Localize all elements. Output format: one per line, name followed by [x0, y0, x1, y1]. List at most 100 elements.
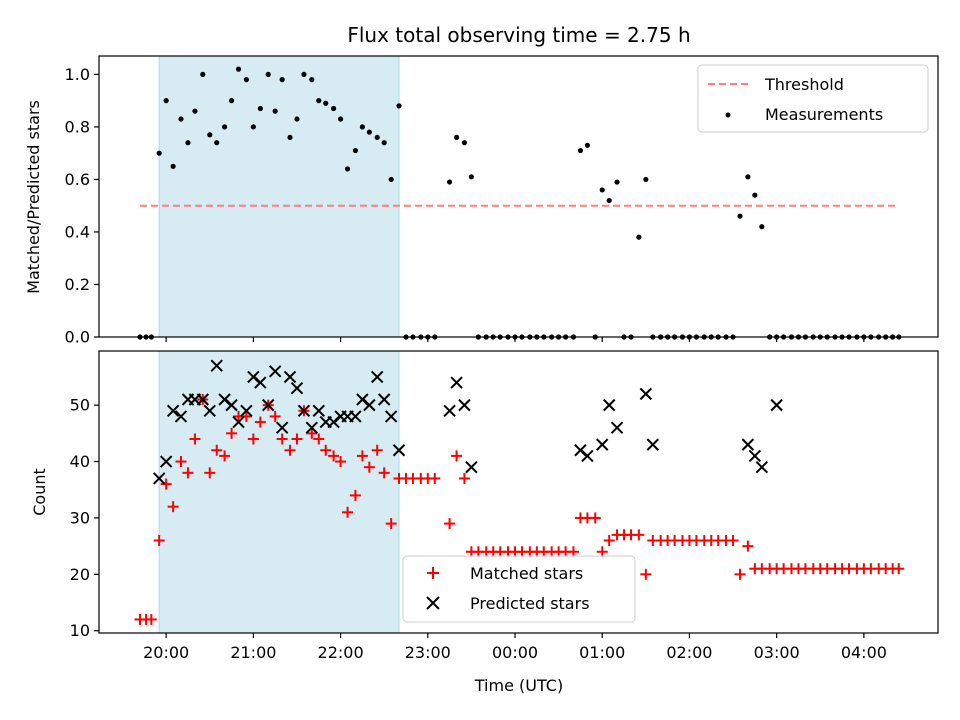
matched-star-point — [276, 433, 288, 445]
y-tick-label: 0.2 — [65, 275, 90, 294]
matched-star-point — [328, 450, 340, 462]
predicted-star-point — [275, 421, 289, 434]
x-tick-label: 00:00 — [492, 643, 538, 662]
measurement-point — [331, 105, 337, 112]
measurement-point — [453, 134, 460, 141]
predicted-star-point — [646, 438, 660, 451]
matched-star-point — [175, 456, 187, 468]
predicted-star-point — [443, 404, 456, 417]
measurements-legend-swatch — [725, 112, 731, 118]
measurement-point — [388, 176, 394, 183]
bottom-legend-box — [402, 555, 636, 623]
matched-star-point — [633, 529, 645, 541]
matched-star-point — [356, 450, 368, 462]
predicted-star-point — [174, 410, 188, 423]
measurement-point — [577, 147, 584, 154]
measurement-point — [265, 71, 271, 77]
predicted-star-point — [305, 421, 319, 434]
x-tick-label: 01:00 — [579, 643, 625, 662]
predicted-star-point — [159, 455, 173, 468]
top-legend: Threshold Measurements — [697, 64, 929, 133]
matched-stars-legend-label: Matched stars — [470, 564, 583, 583]
measurement-point — [287, 134, 293, 141]
x-tick-label: 03:00 — [754, 643, 800, 662]
predicted-star-point — [268, 365, 282, 378]
matched-star-point — [240, 410, 252, 422]
predicted-stars-points — [152, 359, 783, 485]
measurement-point — [257, 105, 263, 112]
measurement-point — [170, 163, 176, 169]
predicted-star-point — [770, 398, 783, 412]
bottom-axes-frame — [98, 350, 939, 634]
predicted-star-point — [581, 449, 594, 463]
predicted-star-point — [610, 421, 624, 434]
predicted-star-point — [166, 404, 180, 417]
measurement-point — [250, 124, 256, 130]
x-tick-label: 22:00 — [318, 643, 364, 662]
y-tick-label: 0.0 — [65, 328, 90, 347]
matched-star-point — [182, 467, 194, 479]
matched-star-point — [247, 433, 259, 445]
measurement-point — [185, 140, 191, 146]
bottom-y-ticks: 10 20 30 40 50 — [70, 396, 99, 640]
predicted-star-point — [465, 460, 478, 474]
measurement-point — [228, 98, 235, 104]
measurement-point — [309, 77, 315, 83]
measurement-point — [221, 124, 228, 130]
predicted-star-point — [596, 438, 609, 451]
matched-star-point — [363, 461, 375, 473]
matched-star-point — [269, 410, 281, 422]
measurement-point — [584, 142, 590, 148]
x-tick-label: 21:00 — [230, 643, 276, 662]
x-tick-label: 20:00 — [143, 643, 189, 662]
matched-star-point — [458, 472, 470, 484]
matched-star-point — [167, 501, 179, 513]
measurement-point — [163, 98, 169, 104]
predicted-star-point — [232, 415, 245, 429]
measurement-point — [214, 140, 220, 146]
predicted-star-point — [377, 393, 391, 406]
top-panel: 0.0 0.2 0.4 0.6 0.8 1.0 Matched/Predicted sta… — [24, 55, 939, 347]
matched-star-point — [444, 518, 456, 530]
predicted-star-point — [312, 404, 325, 417]
matched-star-point — [254, 416, 266, 428]
matched-star-point — [893, 563, 905, 575]
predicted-star-point — [741, 438, 755, 451]
bottom-y-axis-label: Count — [30, 468, 49, 516]
measurement-point — [272, 108, 278, 114]
matched-star-point — [313, 433, 325, 445]
matched-star-point — [219, 450, 231, 462]
predicted-star-point — [203, 404, 216, 417]
measurement-point — [643, 176, 649, 183]
predicted-star-point — [225, 398, 238, 412]
measurement-point — [614, 179, 620, 185]
measurement-point — [374, 134, 380, 141]
threshold-legend-label: Threshold — [764, 75, 844, 94]
predicted-star-point — [196, 393, 209, 406]
predicted-star-point — [748, 449, 762, 463]
matched-stars-points — [134, 394, 905, 625]
measurement-point — [396, 103, 402, 109]
y-tick-label: 0.6 — [65, 170, 90, 189]
matched-star-point — [306, 427, 318, 439]
y-tick-label: 0.8 — [65, 117, 90, 136]
predicted-star-point — [639, 387, 653, 401]
predicted-star-point — [240, 404, 253, 417]
predicted-star-point — [152, 472, 166, 485]
y-tick-label: 30 — [70, 508, 90, 527]
top-y-ticks: 0.0 0.2 0.4 0.6 0.8 1.0 — [65, 65, 99, 347]
predicted-star-point — [254, 376, 267, 389]
measurement-point — [606, 197, 612, 204]
measurement-point — [192, 108, 198, 114]
matched-star-point — [451, 450, 463, 462]
matched-star-point — [603, 535, 615, 547]
matched-star-point — [189, 433, 201, 445]
bottom-panel: 10 20 30 40 50 20:00 21:00 22:00 23:00 00:00 01:0… — [30, 350, 939, 695]
measurement-point — [200, 71, 206, 77]
measurement-point — [468, 174, 475, 180]
y-tick-label: 20 — [70, 565, 90, 584]
matched-star-point — [342, 506, 354, 518]
predicted-star-point — [349, 410, 362, 423]
top-shaded-span — [158, 55, 400, 338]
